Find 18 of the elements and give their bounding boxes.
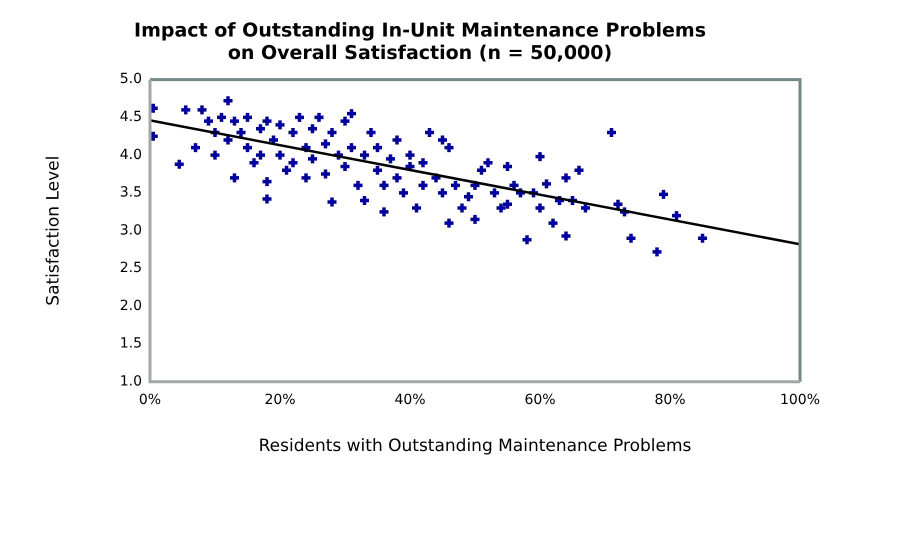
x-tick-label: 0% xyxy=(138,392,162,408)
chart-title: Impact of Outstanding In-Unit Maintenance Problems on Overall Satisfaction (n = 50,000) xyxy=(134,19,706,64)
y-tick-label: 1.5 xyxy=(120,336,142,352)
y-axis-title: Satisfaction Level xyxy=(44,156,64,306)
y-tick-label: 1.0 xyxy=(120,373,142,390)
x-tick-label: 40% xyxy=(394,392,426,408)
y-tick-label: 2.5 xyxy=(120,260,142,276)
y-tick-label: 3.0 xyxy=(120,222,142,238)
y-tick-label: 3.5 xyxy=(120,184,142,201)
x-tick-label: 60% xyxy=(524,392,556,408)
y-tick-label: 4.5 xyxy=(120,109,142,126)
y-tick-label: 5.0 xyxy=(120,71,142,88)
y-tick-label: 2.0 xyxy=(120,298,142,314)
y-tick-label: 4.0 xyxy=(120,146,142,163)
x-axis-title: Residents with Outstanding Maintenance Problems xyxy=(258,436,692,456)
x-tick-label: 80% xyxy=(654,392,686,408)
x-tick-label: 20% xyxy=(264,392,296,408)
x-tick-label: 100% xyxy=(780,392,820,408)
